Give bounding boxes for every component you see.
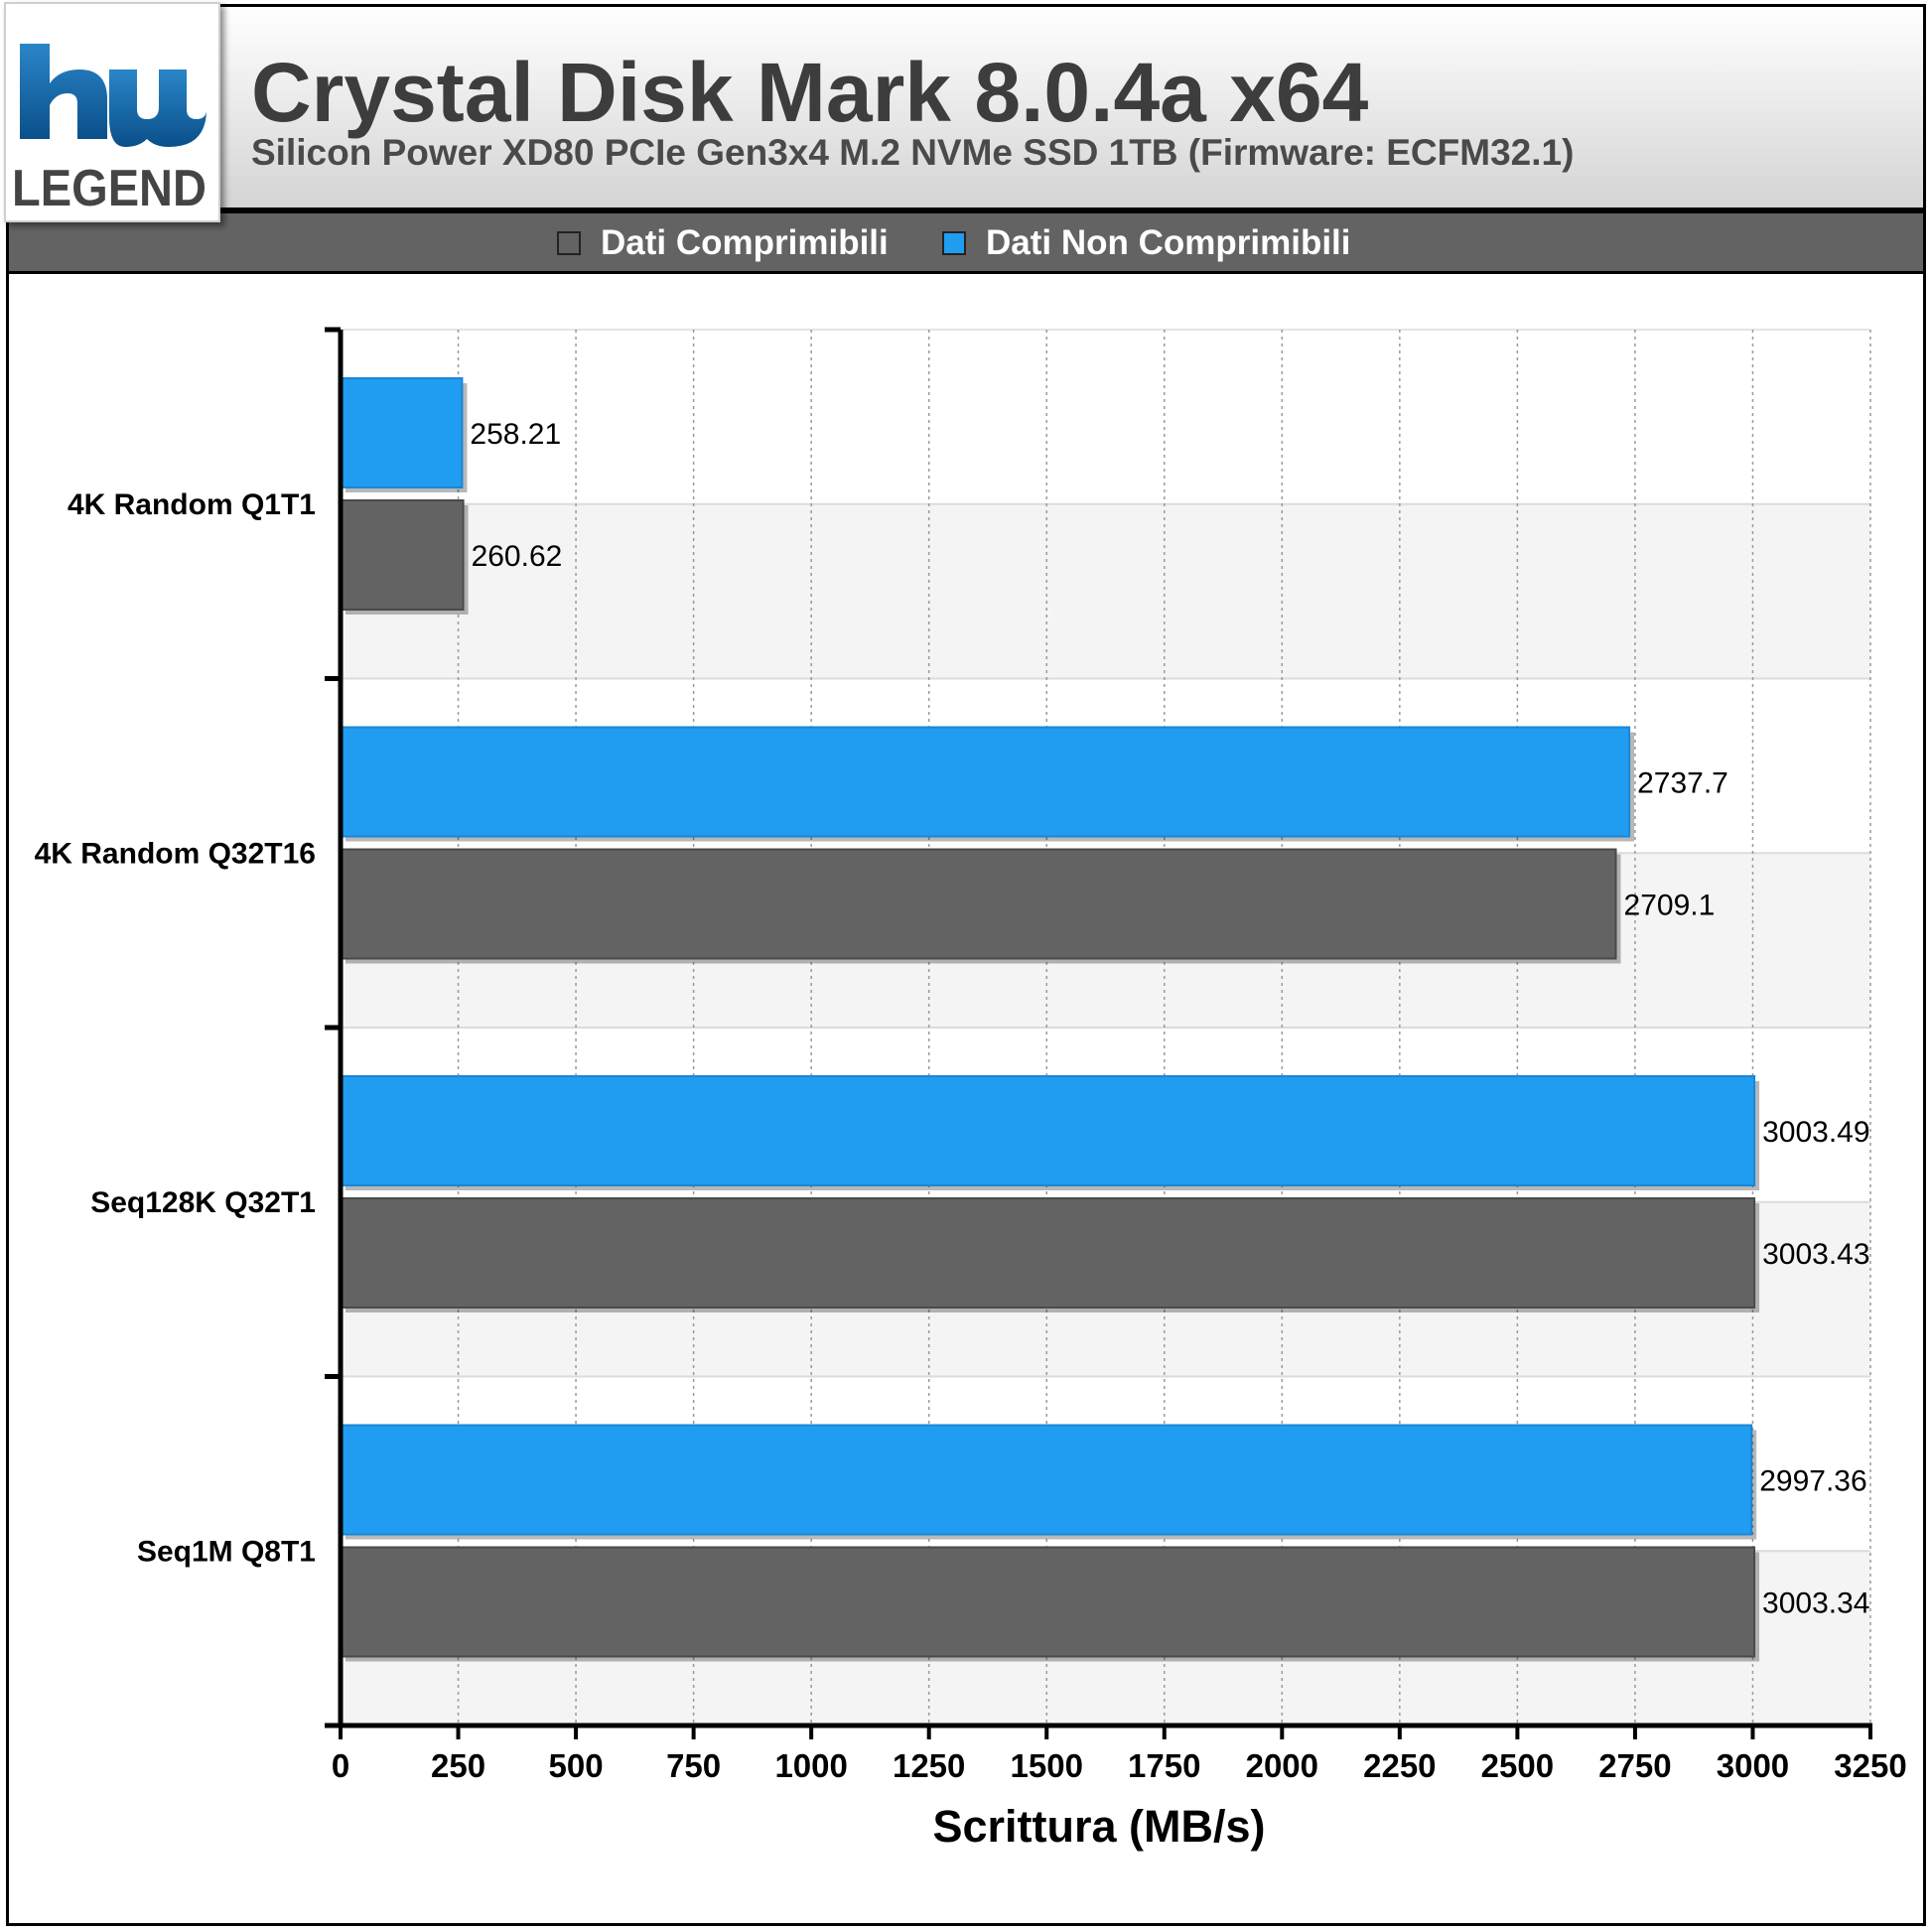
legend-bar: Dati Comprimibili Dati Non Comprimibili (6, 210, 1926, 274)
category-label: Seq1M Q8T1 (137, 1535, 316, 1568)
bar (340, 499, 465, 611)
hwlegend-logo: LEGEND (4, 2, 220, 222)
x-tick-label: 2500 (1481, 1747, 1554, 1784)
category-label: Seq128K Q32T1 (90, 1186, 316, 1219)
x-tick-label: 750 (666, 1747, 721, 1784)
bars (340, 377, 1760, 1662)
bar-value-label: 260.62 (472, 540, 563, 573)
legend-label-incompressible: Dati Non Comprimibili (986, 223, 1351, 262)
bar-value-label: 3003.49 (1762, 1116, 1869, 1149)
legend-swatch-incompressible (942, 231, 966, 255)
x-tick-label: 1500 (1011, 1747, 1083, 1784)
chart-subtitle: Silicon Power XD80 PCIe Gen3x4 M.2 NVMe … (251, 132, 1575, 173)
bar (340, 726, 1631, 838)
x-tick-label: 250 (431, 1747, 485, 1784)
bar (340, 377, 464, 488)
x-tick-label: 1000 (774, 1747, 847, 1784)
x-tick-label: 3000 (1717, 1747, 1789, 1784)
bar-value-label: 258.21 (470, 418, 561, 451)
chart-header: Crystal Disk Mark 8.0.4a x64 Silicon Pow… (6, 4, 1926, 210)
legend-label-compressible: Dati Comprimibili (601, 223, 889, 262)
x-tick-label: 2750 (1598, 1747, 1671, 1784)
x-tick-label: 2250 (1363, 1747, 1436, 1784)
bar (340, 1546, 1756, 1658)
x-tick-label: 1750 (1128, 1747, 1200, 1784)
axes (325, 327, 1872, 1739)
x-tick-label: 3250 (1834, 1747, 1906, 1784)
bar (340, 1424, 1753, 1536)
legend-item-compressible: Dati Comprimibili (557, 223, 889, 263)
x-tick-label: 2000 (1246, 1747, 1318, 1784)
bar (340, 1075, 1756, 1186)
category-label: 4K Random Q1T1 (68, 488, 316, 521)
bar-value-label: 2997.36 (1759, 1465, 1866, 1498)
bar (340, 848, 1617, 960)
bar-value-label: 2709.1 (1624, 890, 1716, 922)
x-tick-label: 1250 (893, 1747, 965, 1784)
x-tick-label: 0 (332, 1747, 349, 1784)
legend-swatch-compressible (557, 231, 581, 255)
x-tick-label: 500 (549, 1747, 604, 1784)
bar-value-label: 2737.7 (1637, 767, 1728, 800)
category-label: 4K Random Q32T16 (35, 837, 316, 870)
x-axis-title: Scrittura (MB/s) (932, 1801, 1265, 1852)
bar-value-label: 3003.34 (1762, 1587, 1869, 1620)
bar (340, 1197, 1756, 1309)
svg-text:LEGEND: LEGEND (12, 160, 207, 217)
labels: 0 250 500 750 1000 1250 1500 1750 2000 2250 2500 27… (35, 418, 1907, 1784)
chart-title: Crystal Disk Mark 8.0.4a x64 (251, 46, 1369, 139)
legend-item-incompressible: Dati Non Comprimibili (942, 223, 1351, 263)
bar-value-label: 3003.43 (1762, 1238, 1869, 1271)
plot-band (341, 503, 1870, 679)
